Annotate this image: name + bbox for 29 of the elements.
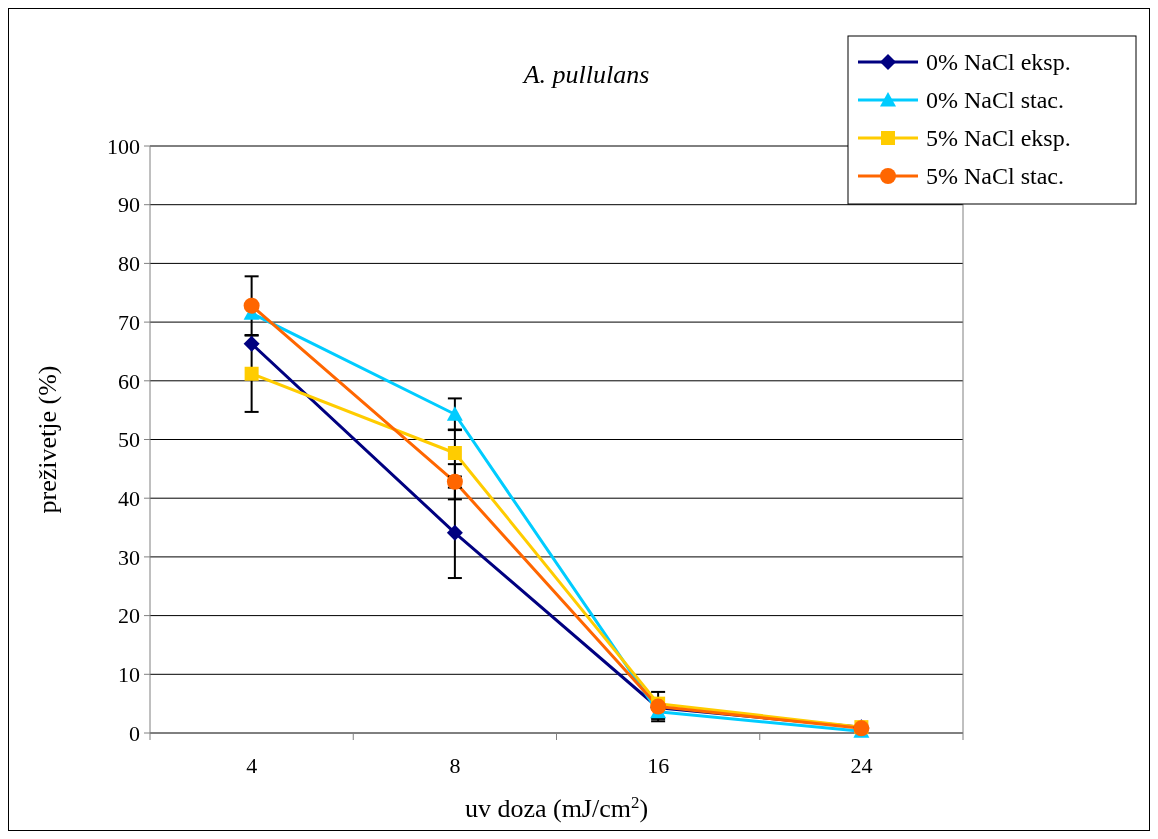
point	[243, 297, 260, 314]
y-tick-label: 100	[107, 133, 140, 159]
point	[446, 473, 463, 490]
y-tick-label: 60	[118, 368, 140, 394]
x-tick-label: 4	[246, 753, 258, 778]
y-tick-label: 50	[118, 427, 140, 453]
y-axis-title: preživetje (%)	[33, 365, 62, 514]
point	[446, 406, 463, 421]
y-tick-label: 40	[118, 485, 140, 511]
point	[243, 335, 260, 352]
y-tick-label: 0	[129, 720, 140, 746]
y-tick-label: 20	[118, 603, 140, 629]
chart-title: A. pullulans	[521, 60, 650, 89]
legend-label: 0% NaCl eksp.	[926, 49, 1071, 76]
y-tick-label: 90	[118, 192, 140, 218]
x-axis-title: uv doza (mJ/cm$^{2}$)	[464, 792, 649, 823]
point	[244, 366, 259, 381]
y-tick-label: 10	[118, 662, 140, 687]
point	[447, 446, 462, 460]
legend-label: 5% NaCl stac.	[926, 163, 1064, 190]
y-tick-label: 80	[118, 251, 140, 277]
x-tick-label: 16	[647, 753, 670, 778]
y-tick-label: 70	[118, 309, 140, 335]
x-tick-label: 8	[449, 753, 461, 778]
x-tick-label: 24	[850, 753, 873, 778]
legend-label: 0% NaCl stac.	[926, 87, 1064, 114]
y-tick-label: 30	[118, 544, 140, 570]
legend-label: 5% NaCl eksp.	[926, 125, 1071, 152]
point	[446, 524, 463, 541]
